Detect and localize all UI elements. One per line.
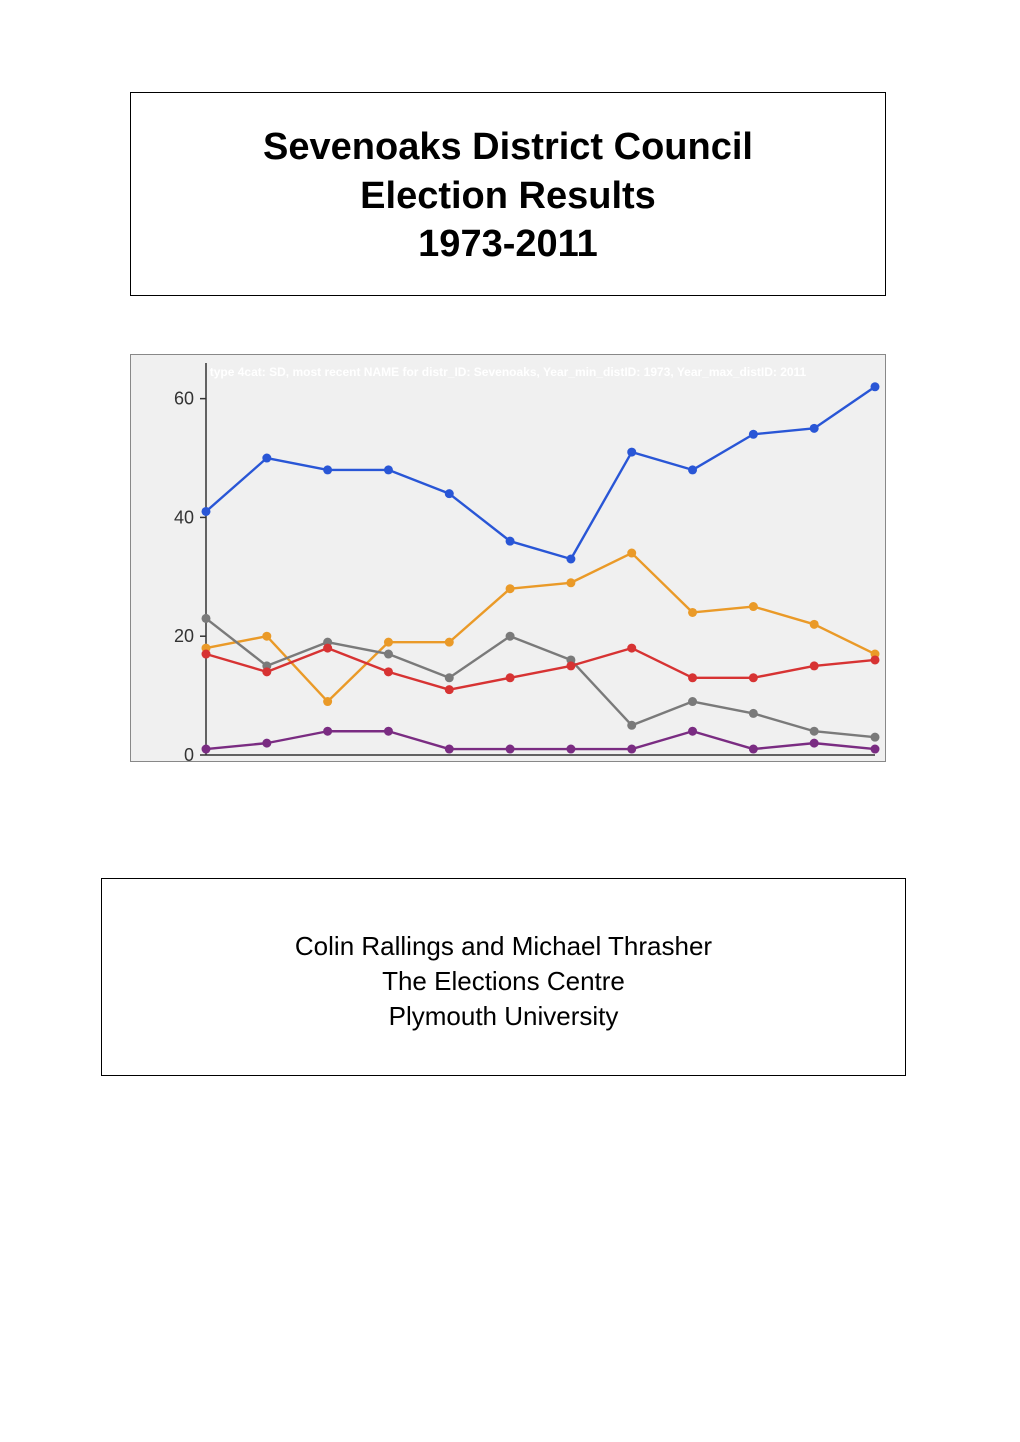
series-marker-blue — [506, 537, 515, 546]
series-marker-red — [445, 685, 454, 694]
series-marker-orange — [810, 620, 819, 629]
series-marker-grey — [810, 727, 819, 736]
series-marker-orange — [323, 697, 332, 706]
credits-box: Colin Rallings and Michael Thrasher The … — [101, 878, 906, 1076]
series-marker-blue — [323, 465, 332, 474]
credits-text: Colin Rallings and Michael Thrasher The … — [102, 929, 905, 1034]
series-marker-orange — [506, 584, 515, 593]
series-marker-purple — [506, 745, 515, 754]
series-marker-blue — [384, 465, 393, 474]
series-marker-grey — [202, 614, 211, 623]
series-marker-grey — [871, 733, 880, 742]
svg-text:20: 20 — [174, 626, 194, 646]
chart-panel: type 4cat: SD, most recent NAME for dist… — [130, 354, 886, 762]
series-marker-purple — [262, 739, 271, 748]
series-marker-red — [749, 673, 758, 682]
series-marker-red — [688, 673, 697, 682]
series-marker-red — [262, 667, 271, 676]
title-box: Sevenoaks District Council Election Resu… — [130, 92, 886, 296]
series-marker-blue — [445, 489, 454, 498]
series-marker-blue — [749, 430, 758, 439]
title-line-2: Election Results — [360, 175, 656, 217]
svg-text:40: 40 — [174, 507, 194, 527]
series-marker-blue — [262, 454, 271, 463]
series-marker-red — [566, 661, 575, 670]
credits-line-2: The Elections Centre — [382, 966, 625, 996]
series-line-purple — [206, 731, 875, 749]
series-marker-purple — [566, 745, 575, 754]
series-marker-blue — [566, 555, 575, 564]
series-marker-grey — [445, 673, 454, 682]
series-marker-orange — [749, 602, 758, 611]
series-marker-blue — [688, 465, 697, 474]
series-marker-purple — [688, 727, 697, 736]
series-marker-orange — [566, 578, 575, 587]
series-marker-red — [871, 655, 880, 664]
series-marker-purple — [445, 745, 454, 754]
title-line-1: Sevenoaks District Council — [263, 126, 753, 168]
series-marker-blue — [810, 424, 819, 433]
series-marker-grey — [384, 650, 393, 659]
series-marker-red — [323, 644, 332, 653]
series-marker-orange — [688, 608, 697, 617]
series-line-orange — [206, 553, 875, 701]
series-marker-grey — [749, 709, 758, 718]
credits-line-1: Colin Rallings and Michael Thrasher — [295, 931, 712, 961]
series-marker-red — [506, 673, 515, 682]
series-line-red — [206, 648, 875, 690]
series-marker-purple — [871, 745, 880, 754]
series-marker-purple — [810, 739, 819, 748]
series-marker-grey — [627, 721, 636, 730]
series-marker-red — [810, 661, 819, 670]
chart-svg: 0 20 40 60 — [131, 355, 887, 763]
series-marker-blue — [627, 448, 636, 457]
series-marker-purple — [627, 745, 636, 754]
series-marker-orange — [445, 638, 454, 647]
series-marker-red — [627, 644, 636, 653]
series-marker-red — [384, 667, 393, 676]
series-marker-blue — [871, 382, 880, 391]
series-marker-purple — [323, 727, 332, 736]
svg-text:60: 60 — [174, 389, 194, 409]
series-marker-red — [202, 650, 211, 659]
series-marker-purple — [749, 745, 758, 754]
series-line-blue — [206, 387, 875, 559]
series-marker-grey — [506, 632, 515, 641]
document-title: Sevenoaks District Council Election Resu… — [151, 123, 865, 269]
series-marker-orange — [262, 632, 271, 641]
series-marker-orange — [384, 638, 393, 647]
series-marker-blue — [202, 507, 211, 516]
series-marker-grey — [688, 697, 697, 706]
title-line-3: 1973-2011 — [418, 223, 598, 265]
series-marker-purple — [202, 745, 211, 754]
series-marker-purple — [384, 727, 393, 736]
series-marker-orange — [627, 549, 636, 558]
credits-line-3: Plymouth University — [389, 1001, 619, 1031]
svg-text:0: 0 — [184, 745, 194, 763]
